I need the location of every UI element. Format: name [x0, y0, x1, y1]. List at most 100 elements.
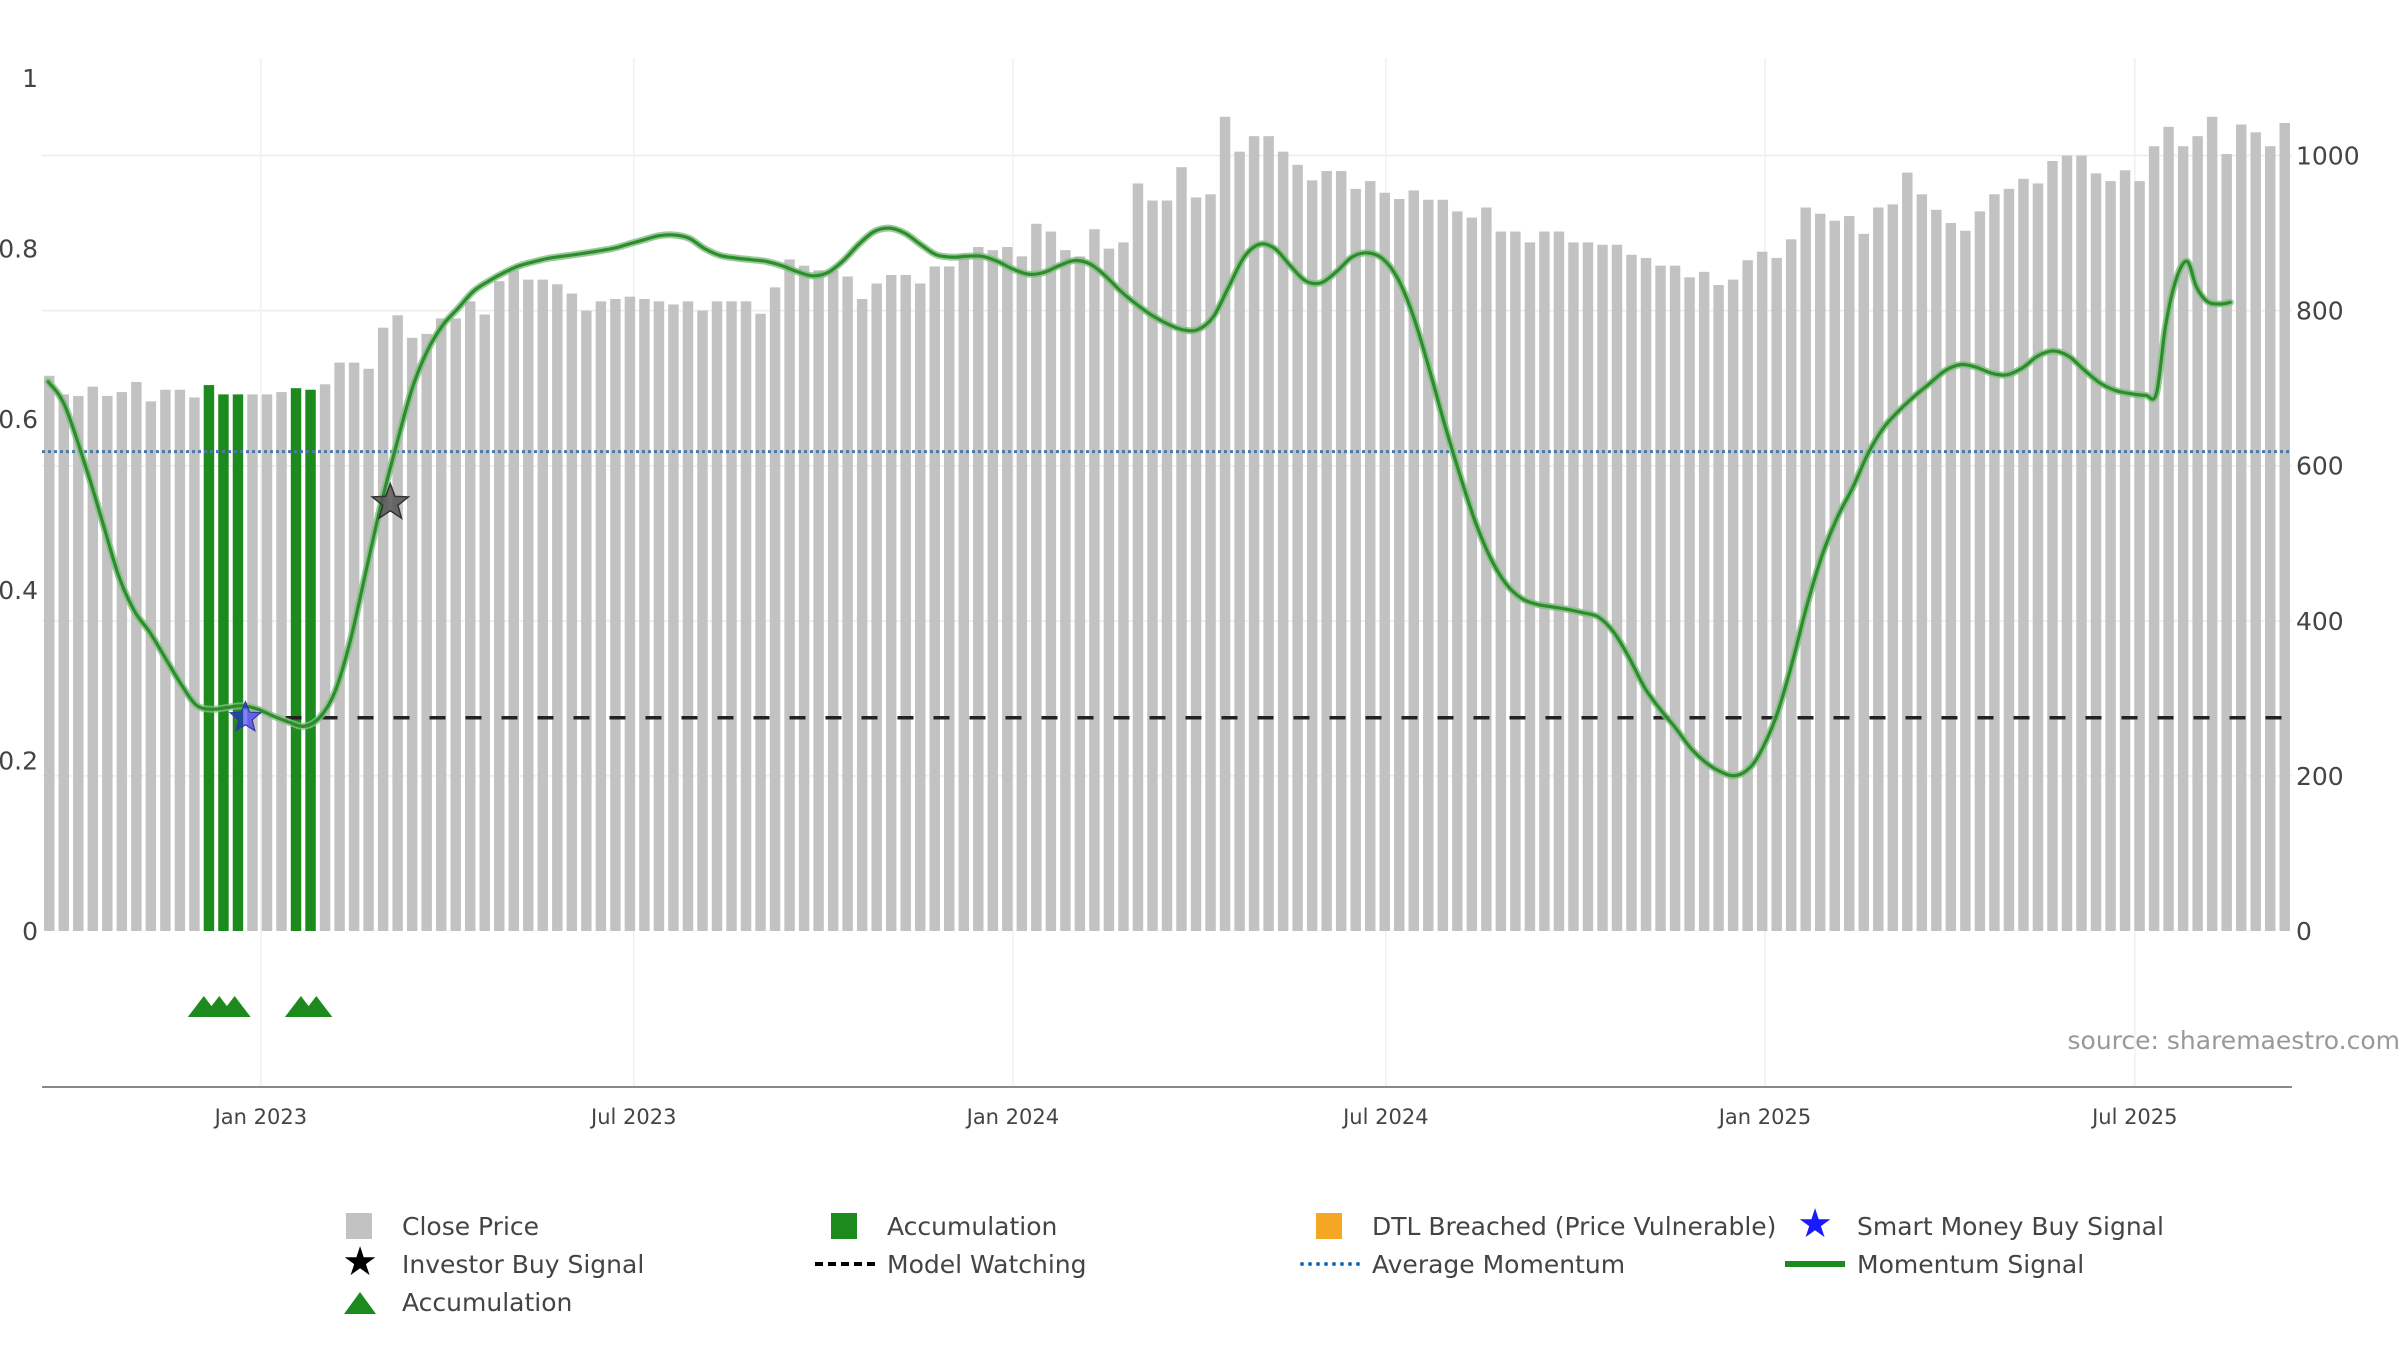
- close-price-bar: [2032, 183, 2044, 932]
- close-price-bar: [450, 318, 461, 932]
- legend-label: Accumulation: [887, 1211, 1058, 1241]
- close-price-bar: [1118, 242, 1129, 931]
- close-price-bar: [552, 284, 563, 932]
- close-price-bar: [1626, 254, 1637, 931]
- close-price-bar: [1655, 265, 1666, 931]
- close-price-bar: [1466, 217, 1478, 932]
- legend-label: Average Momentum: [1372, 1249, 1626, 1279]
- close-price-bar: [44, 375, 55, 931]
- x-axis-tick-label: Jan 2024: [965, 1105, 1060, 1129]
- x-axis-tick-label: Jan 2023: [213, 1105, 308, 1129]
- x-axis-tick-label: Jul 2025: [2090, 1105, 2177, 1129]
- left-axis-tick-label: 0.4: [0, 576, 38, 605]
- close-price-bar: [784, 259, 795, 931]
- close-price-bar: [624, 296, 636, 931]
- close-price-bar: [958, 256, 969, 931]
- close-price-bar: [1640, 257, 1652, 931]
- close-price-bar: [1960, 230, 1971, 932]
- close-price-bar: [1132, 183, 1144, 932]
- close-price-bar: [334, 362, 345, 932]
- close-price-bar: [508, 270, 519, 931]
- accumulation-bar: [203, 385, 215, 932]
- close-price-bar: [1684, 277, 1695, 931]
- close-price-bar: [1597, 244, 1608, 932]
- close-price-bar: [1248, 136, 1260, 932]
- close-price-bar: [2134, 181, 2145, 932]
- close-price-bar: [842, 276, 853, 931]
- right-axis-tick-label: 600: [2296, 452, 2344, 481]
- close-price-bar: [726, 301, 737, 931]
- legend-label: Momentum Signal: [1857, 1249, 2085, 1279]
- axes: 0 0.2 0.4 0.6 0.8 1 0 200 400 600 800 1000 Jan 2023 J…: [0, 64, 2360, 1129]
- momentum-signal-line: [46, 226, 2232, 778]
- close-price-bar: [1727, 279, 1739, 932]
- legend-item-investor-buy: ★ Investor Buy Signal: [330, 1240, 644, 1284]
- close-price-bar: [2119, 170, 2131, 931]
- legend-item-average-momentum: Average Momentum: [1300, 1246, 1625, 1282]
- close-price-bar: [1234, 151, 1245, 931]
- close-price-bar: [131, 381, 142, 932]
- close-price-bar: [2163, 126, 2174, 931]
- close-price-bar: [944, 266, 955, 932]
- close-price-bar: [494, 281, 505, 932]
- close-price-bar: [1698, 271, 1710, 931]
- close-price-bar: [2279, 122, 2290, 931]
- close-price-bar: [1408, 190, 1419, 931]
- close-price-bar: [697, 310, 708, 931]
- close-price-bar: [900, 274, 911, 931]
- close-price-bar: [102, 395, 113, 931]
- close-price-bar: [610, 299, 621, 932]
- close-price-bar: [1176, 167, 1187, 932]
- accumulation-bar: [290, 388, 302, 931]
- x-axis-tick-label: Jul 2024: [1341, 1105, 1428, 1129]
- close-price-bar: [871, 283, 882, 931]
- model-watching-swatch: [815, 1246, 875, 1282]
- indicator-lines: [42, 224, 2292, 780]
- investor-buy-star: [370, 481, 411, 520]
- close-price-bar: [973, 247, 984, 932]
- close-price-bar: [1219, 116, 1231, 932]
- close-price-bar: [813, 270, 824, 931]
- dtl-breached-swatch: [1300, 1208, 1360, 1244]
- left-axis-tick-label: 0.2: [0, 746, 38, 775]
- close-price-bar: [1611, 244, 1623, 932]
- close-price-bar: [1277, 151, 1289, 931]
- accumulation-bar: [232, 394, 244, 931]
- signal-markers: [187, 481, 411, 1017]
- close-price-bar: [276, 392, 287, 931]
- close-price-bar: [2076, 155, 2087, 931]
- close-price-bar: [2206, 116, 2218, 932]
- left-axis-tick-label: 0.6: [0, 405, 38, 434]
- momentum-signal-swatch: [1785, 1246, 1845, 1282]
- average-momentum-swatch: [1300, 1246, 1360, 1282]
- close-price-bar: [2047, 160, 2058, 931]
- close-price-bar: [1989, 194, 2000, 931]
- close-price-bar: [1553, 231, 1565, 932]
- close-price-bar: [929, 266, 940, 932]
- legend: Close Price Accumulation DTL Breached (P…: [330, 1202, 2230, 1328]
- close-price-bar: [1452, 211, 1463, 932]
- close-price-bar: [1800, 207, 1811, 931]
- close-price-bar: [1756, 251, 1768, 932]
- close-price-bar: [595, 301, 607, 931]
- close-price-bar: [1785, 239, 1797, 931]
- close-price-bar: [363, 368, 374, 932]
- close-price-bar: [682, 301, 694, 931]
- close-price-bar: [2018, 178, 2029, 932]
- close-price-bar: [1539, 231, 1550, 932]
- close-price-bar: [1263, 136, 1274, 932]
- close-price-bar: [465, 301, 476, 931]
- close-price-bar: [1887, 204, 1899, 931]
- close-price-bar: [1089, 229, 1100, 932]
- close-price-bar: [2235, 124, 2247, 931]
- close-price-bar: [1568, 242, 1579, 931]
- close-price-bar: [827, 270, 839, 931]
- close-price-bar: [174, 389, 186, 931]
- close-price-bar: [1437, 199, 1449, 932]
- legend-item-dtl-breached: DTL Breached (Price Vulnerable): [1300, 1208, 1776, 1244]
- close-price-bar: [2148, 146, 2160, 932]
- close-price-bar: [2177, 146, 2189, 932]
- close-price-bar: [1524, 242, 1536, 931]
- close-price-bar: [87, 386, 99, 931]
